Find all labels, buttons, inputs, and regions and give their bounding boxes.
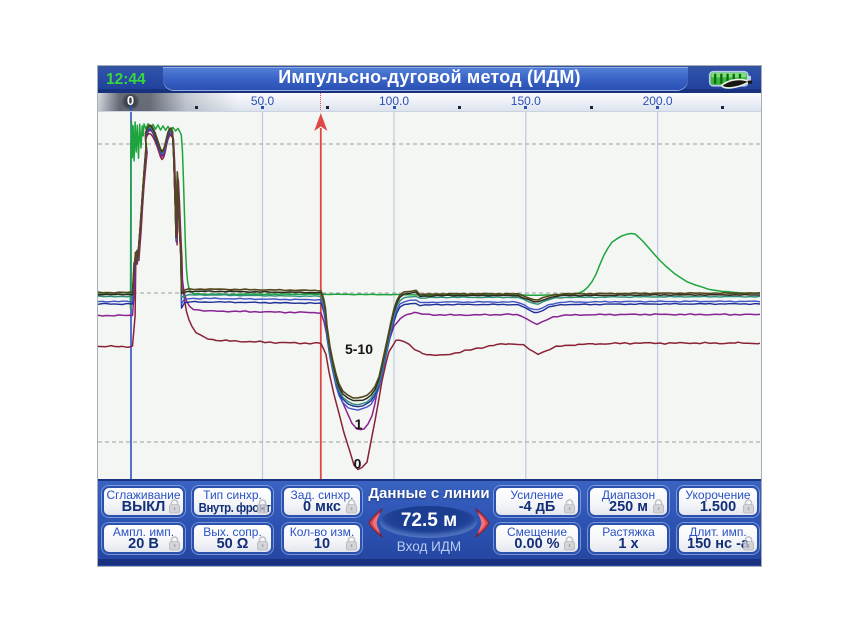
svg-text:0: 0 [354, 456, 362, 472]
svg-text:1: 1 [355, 416, 363, 432]
svg-text:5-10: 5-10 [345, 341, 373, 357]
